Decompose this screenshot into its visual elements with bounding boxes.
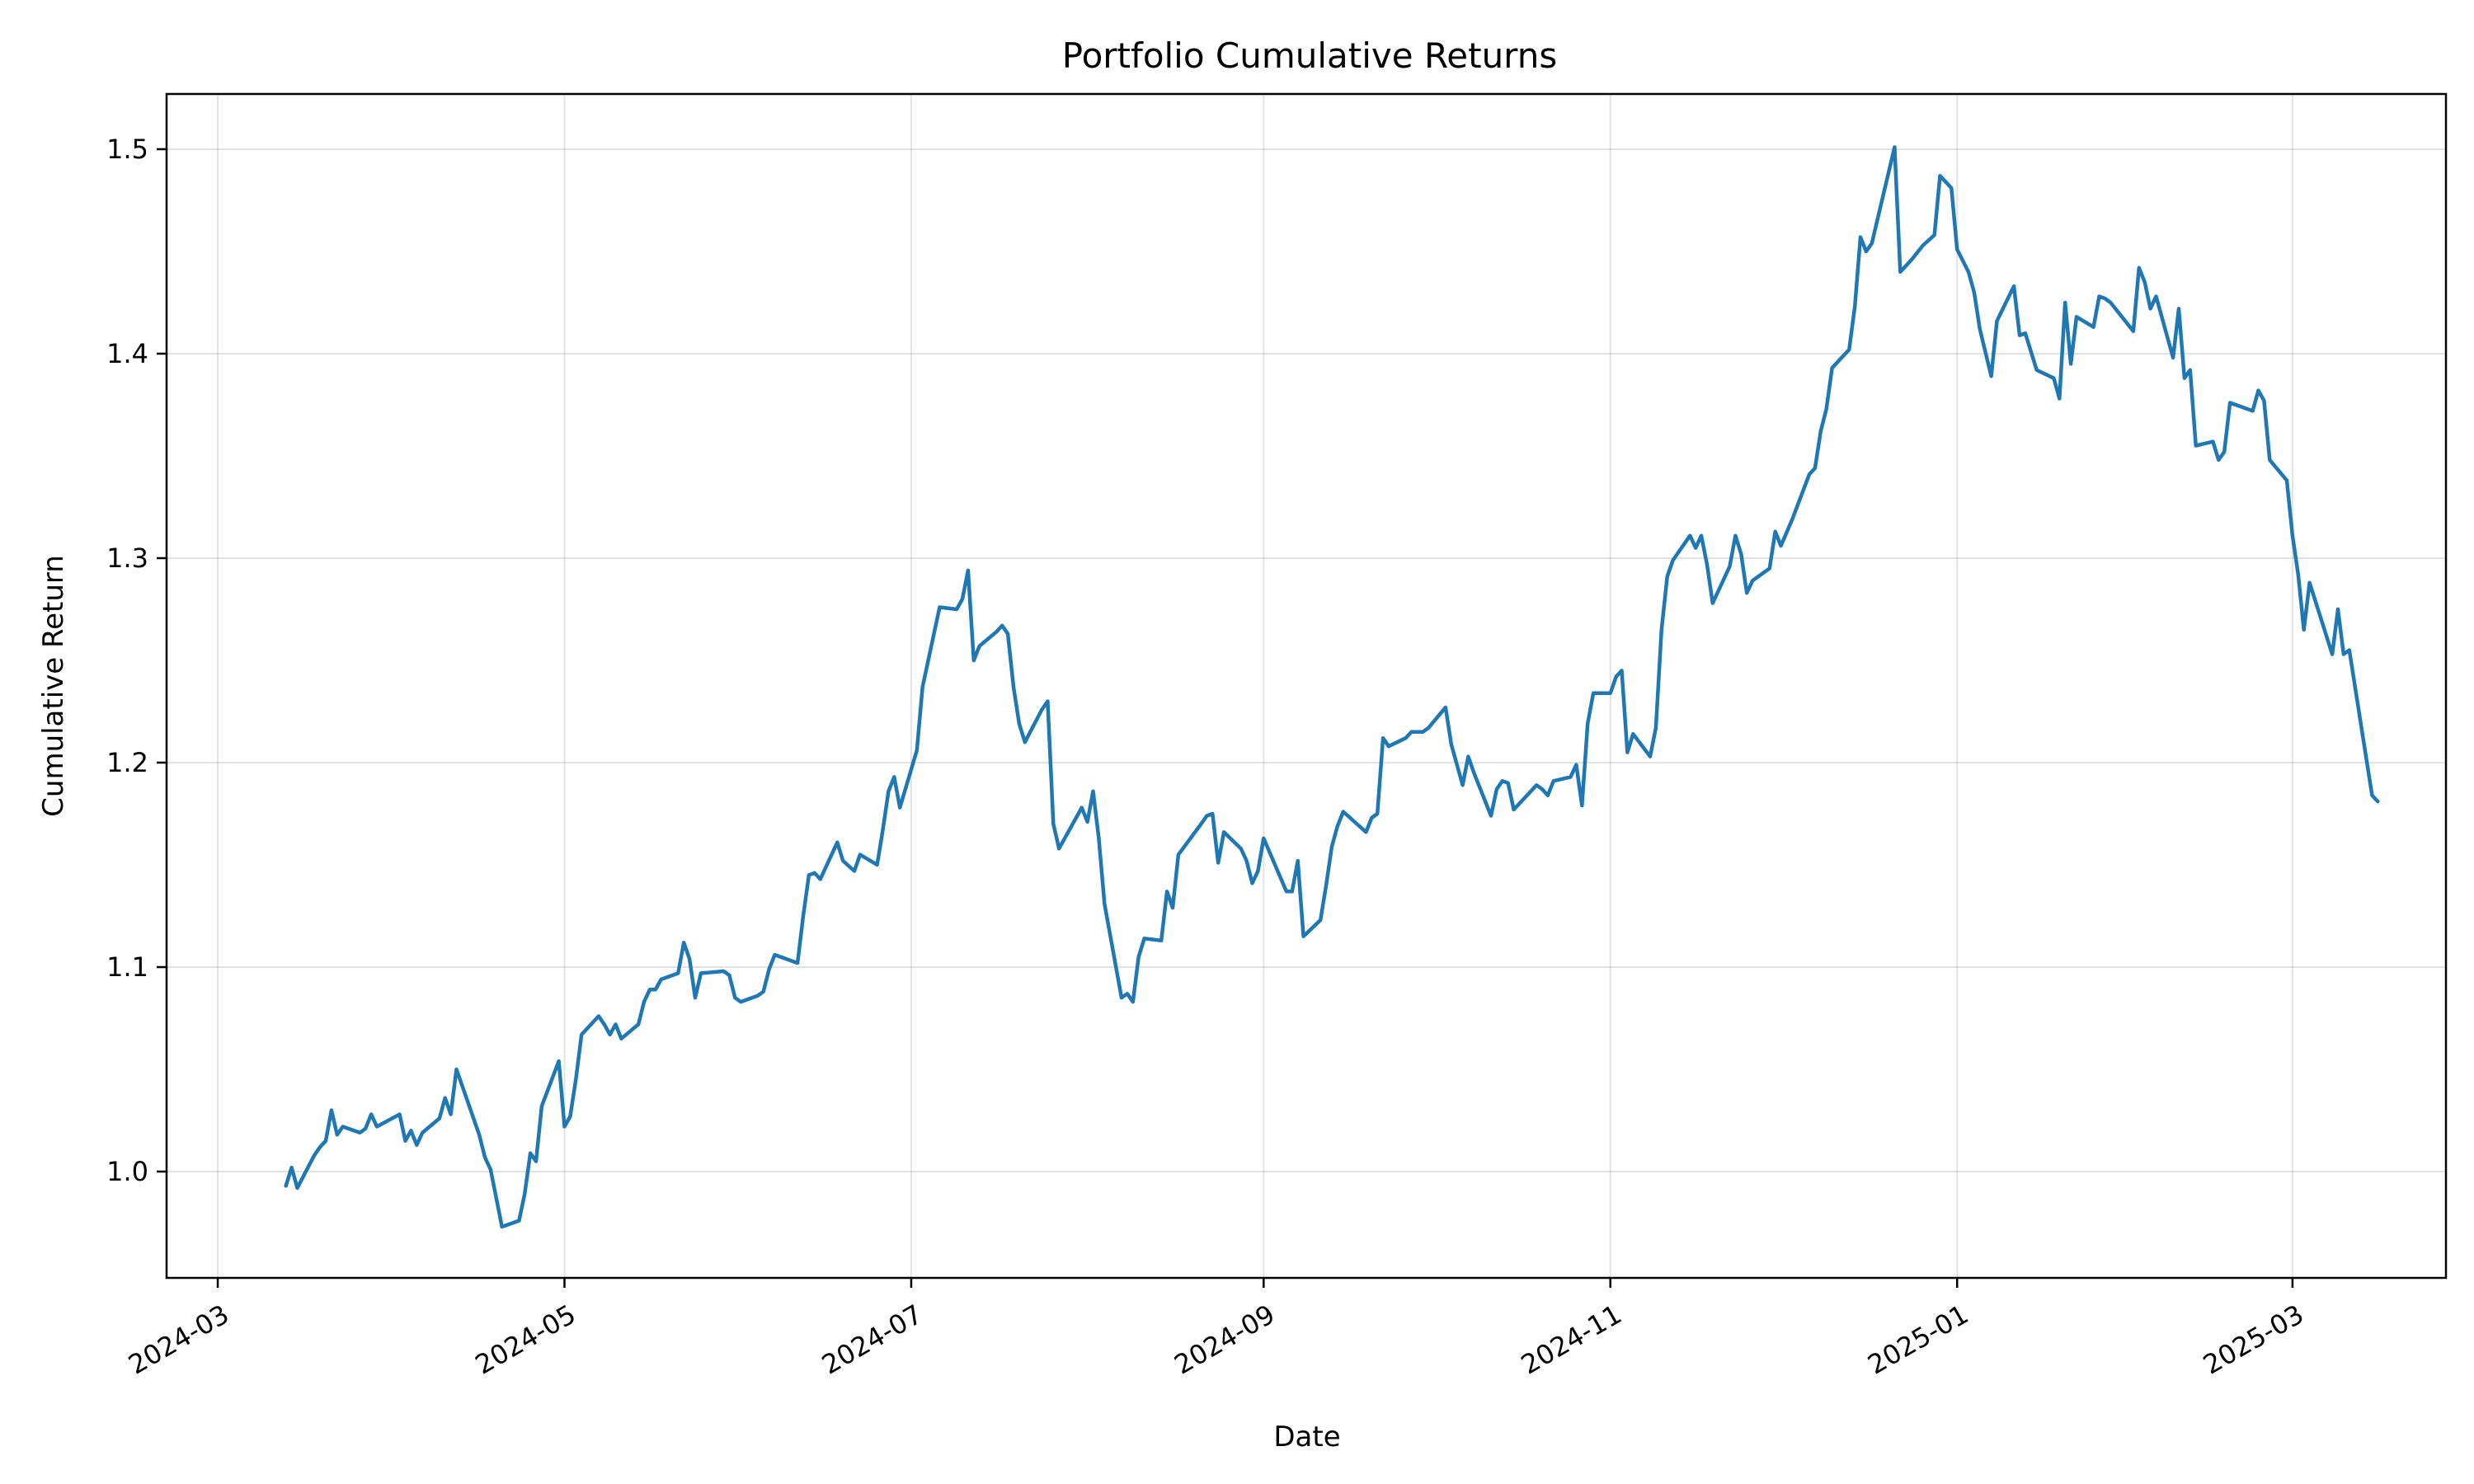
y-tick-label: 1.4 (106, 338, 148, 369)
series-layer (284, 145, 2380, 1229)
x-axis-label: Date (1273, 1421, 1340, 1453)
y-tick-label: 1.3 (106, 542, 148, 574)
chart-title: Portfolio Cumulative Returns (1062, 35, 1557, 76)
y-tick-label: 1.0 (106, 1156, 148, 1187)
y-axis-label: Cumulative Return (37, 555, 70, 817)
y-axis-ticks: 1.0 1.1 1.2 1.3 1.4 1.5 (106, 134, 167, 1187)
y-tick-label: 1.2 (106, 747, 148, 778)
series-line-0 (284, 145, 2380, 1229)
grid-layer (167, 94, 2446, 1278)
plot-frame (165, 92, 2448, 1280)
y-tick-label: 1.5 (106, 134, 148, 165)
y-tick-label: 1.1 (106, 951, 148, 983)
